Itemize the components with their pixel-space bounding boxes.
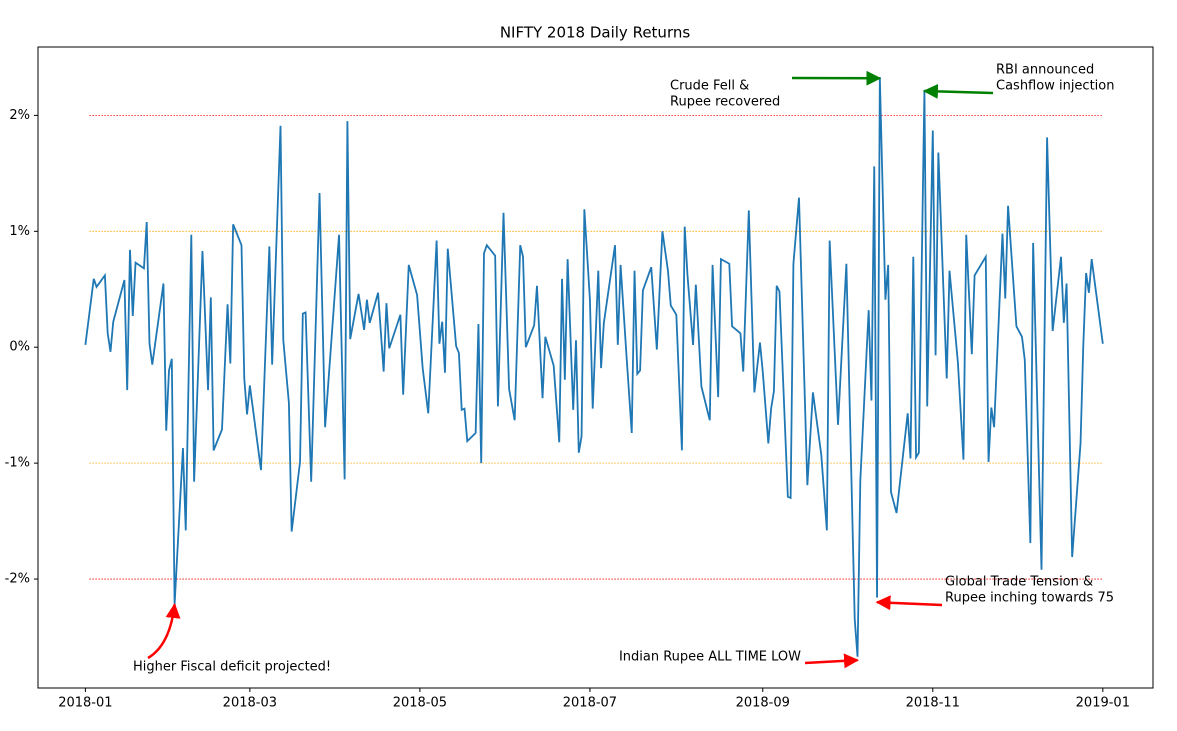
annotation-arrow: [875, 595, 943, 611]
annotation-text: Crude Fell &: [670, 79, 749, 94]
annotation-text: Higher Fiscal deficit projected!: [133, 660, 331, 675]
x-tick-label: 2018-07: [563, 696, 617, 711]
plot-frame: [37, 46, 1154, 689]
y-tick-label: 2%: [9, 108, 30, 123]
x-tick-label: 2018-05: [393, 696, 447, 711]
annotation-arrow: [147, 603, 181, 660]
y-tick-label: 0%: [9, 340, 30, 355]
annotation-arrow: [804, 653, 860, 669]
annotation-text: Cashflow injection: [996, 79, 1114, 94]
annotation-arrow: [922, 83, 994, 99]
annotation-text: Indian Rupee ALL TIME LOW: [619, 650, 801, 665]
annotation-text: Rupee inching towards 75: [945, 591, 1114, 606]
y-tick-label: 1%: [9, 224, 30, 239]
line-series: [84, 77, 1104, 657]
x-tick-label: 2018-09: [736, 696, 790, 711]
y-tick-label: -1%: [5, 456, 30, 471]
x-tick-label: 2018-11: [906, 696, 960, 711]
annotation-text: Rupee recovered: [670, 95, 780, 110]
y-tick-label: -2%: [5, 572, 30, 587]
x-tick-label: 2018-01: [58, 696, 112, 711]
annotation-text: RBI announced: [996, 63, 1094, 78]
chart-title: NIFTY 2018 Daily Returns: [500, 24, 691, 42]
x-tick-label: 2018-03: [223, 696, 277, 711]
x-tick-label: 2019-01: [1076, 696, 1130, 711]
annotation-text: Global Trade Tension &: [945, 575, 1093, 590]
